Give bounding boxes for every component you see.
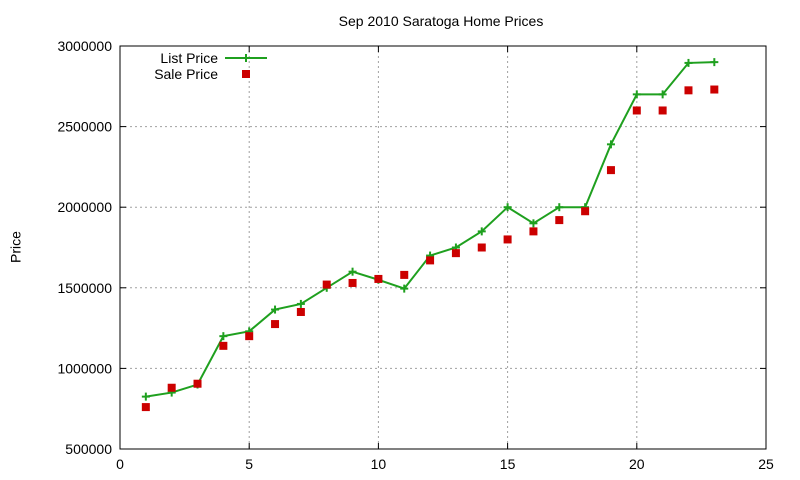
- y-tick-label: 1000000: [57, 360, 112, 376]
- plot-frame: [119, 45, 767, 450]
- sale-price-point: [374, 274, 383, 283]
- series-sale-price: [141, 85, 719, 412]
- sale-price-point: [451, 249, 460, 258]
- y-tick-label: 2000000: [57, 199, 112, 215]
- list-price-point: [529, 219, 538, 228]
- sale-price-point: [193, 379, 202, 388]
- sale-price-point: [606, 166, 615, 175]
- list-price-point: [400, 284, 409, 293]
- sale-price-point: [219, 341, 228, 350]
- list-price-point: [632, 90, 641, 99]
- sale-price-point: [529, 227, 538, 236]
- y-tick-label: 500000: [65, 441, 112, 457]
- y-tick-label: 1500000: [57, 280, 112, 296]
- x-tick-label: 10: [371, 456, 387, 472]
- list-price-point: [606, 140, 615, 149]
- legend-square-marker: [242, 70, 250, 78]
- grid-lines: [120, 46, 766, 449]
- list-price-point: [555, 203, 564, 212]
- sale-price-point: [141, 403, 150, 412]
- x-tick-label: 20: [629, 456, 645, 472]
- list-price-point: [684, 58, 693, 67]
- sale-price-point: [426, 256, 435, 265]
- x-tick-label: 0: [116, 456, 124, 472]
- list-price-point: [271, 305, 280, 314]
- list-price-point: [348, 267, 357, 276]
- sale-price-point: [710, 85, 719, 94]
- y-tick-label: 3000000: [57, 38, 112, 54]
- list-price-point: [658, 90, 667, 99]
- sale-price-point: [322, 280, 331, 289]
- sale-price-point: [658, 106, 667, 115]
- sale-price-point: [555, 216, 564, 225]
- x-tick-label: 25: [758, 456, 774, 472]
- legend-label: List Price: [160, 50, 218, 66]
- legend-plus-marker: [242, 54, 250, 62]
- list-price-point: [710, 58, 719, 67]
- sale-price-point: [167, 383, 176, 392]
- sale-price-point: [684, 86, 693, 95]
- y-axis-label: Price: [8, 231, 24, 263]
- list-price-point: [296, 299, 305, 308]
- sale-price-point: [400, 270, 409, 279]
- sale-price-point: [632, 106, 641, 115]
- sale-price-point: [348, 278, 357, 287]
- sale-price-point: [503, 235, 512, 244]
- series-list-price: [141, 58, 719, 401]
- data-series: [141, 58, 719, 412]
- x-tick-label: 15: [500, 456, 516, 472]
- sale-price-point: [581, 207, 590, 216]
- list-price-point: [503, 203, 512, 212]
- list-price-point: [141, 392, 150, 401]
- y-tick-label: 2500000: [57, 119, 112, 135]
- x-tick-label: 5: [245, 456, 253, 472]
- list-price-point: [477, 227, 486, 236]
- legend-label: Sale Price: [154, 66, 218, 82]
- tick-labels: 0 5 10 15 20 25 500000 1000000 1500000 2000000 250…: [57, 38, 774, 472]
- sale-price-point: [477, 243, 486, 252]
- axis-ticks: [119, 45, 767, 450]
- sale-price-point: [245, 332, 254, 341]
- chart-title: Sep 2010 Saratoga Home Prices: [339, 13, 544, 29]
- sale-price-point: [296, 307, 305, 316]
- list-price-line: [145, 61, 715, 398]
- sale-price-point: [271, 320, 280, 329]
- list-price-point: [219, 332, 228, 341]
